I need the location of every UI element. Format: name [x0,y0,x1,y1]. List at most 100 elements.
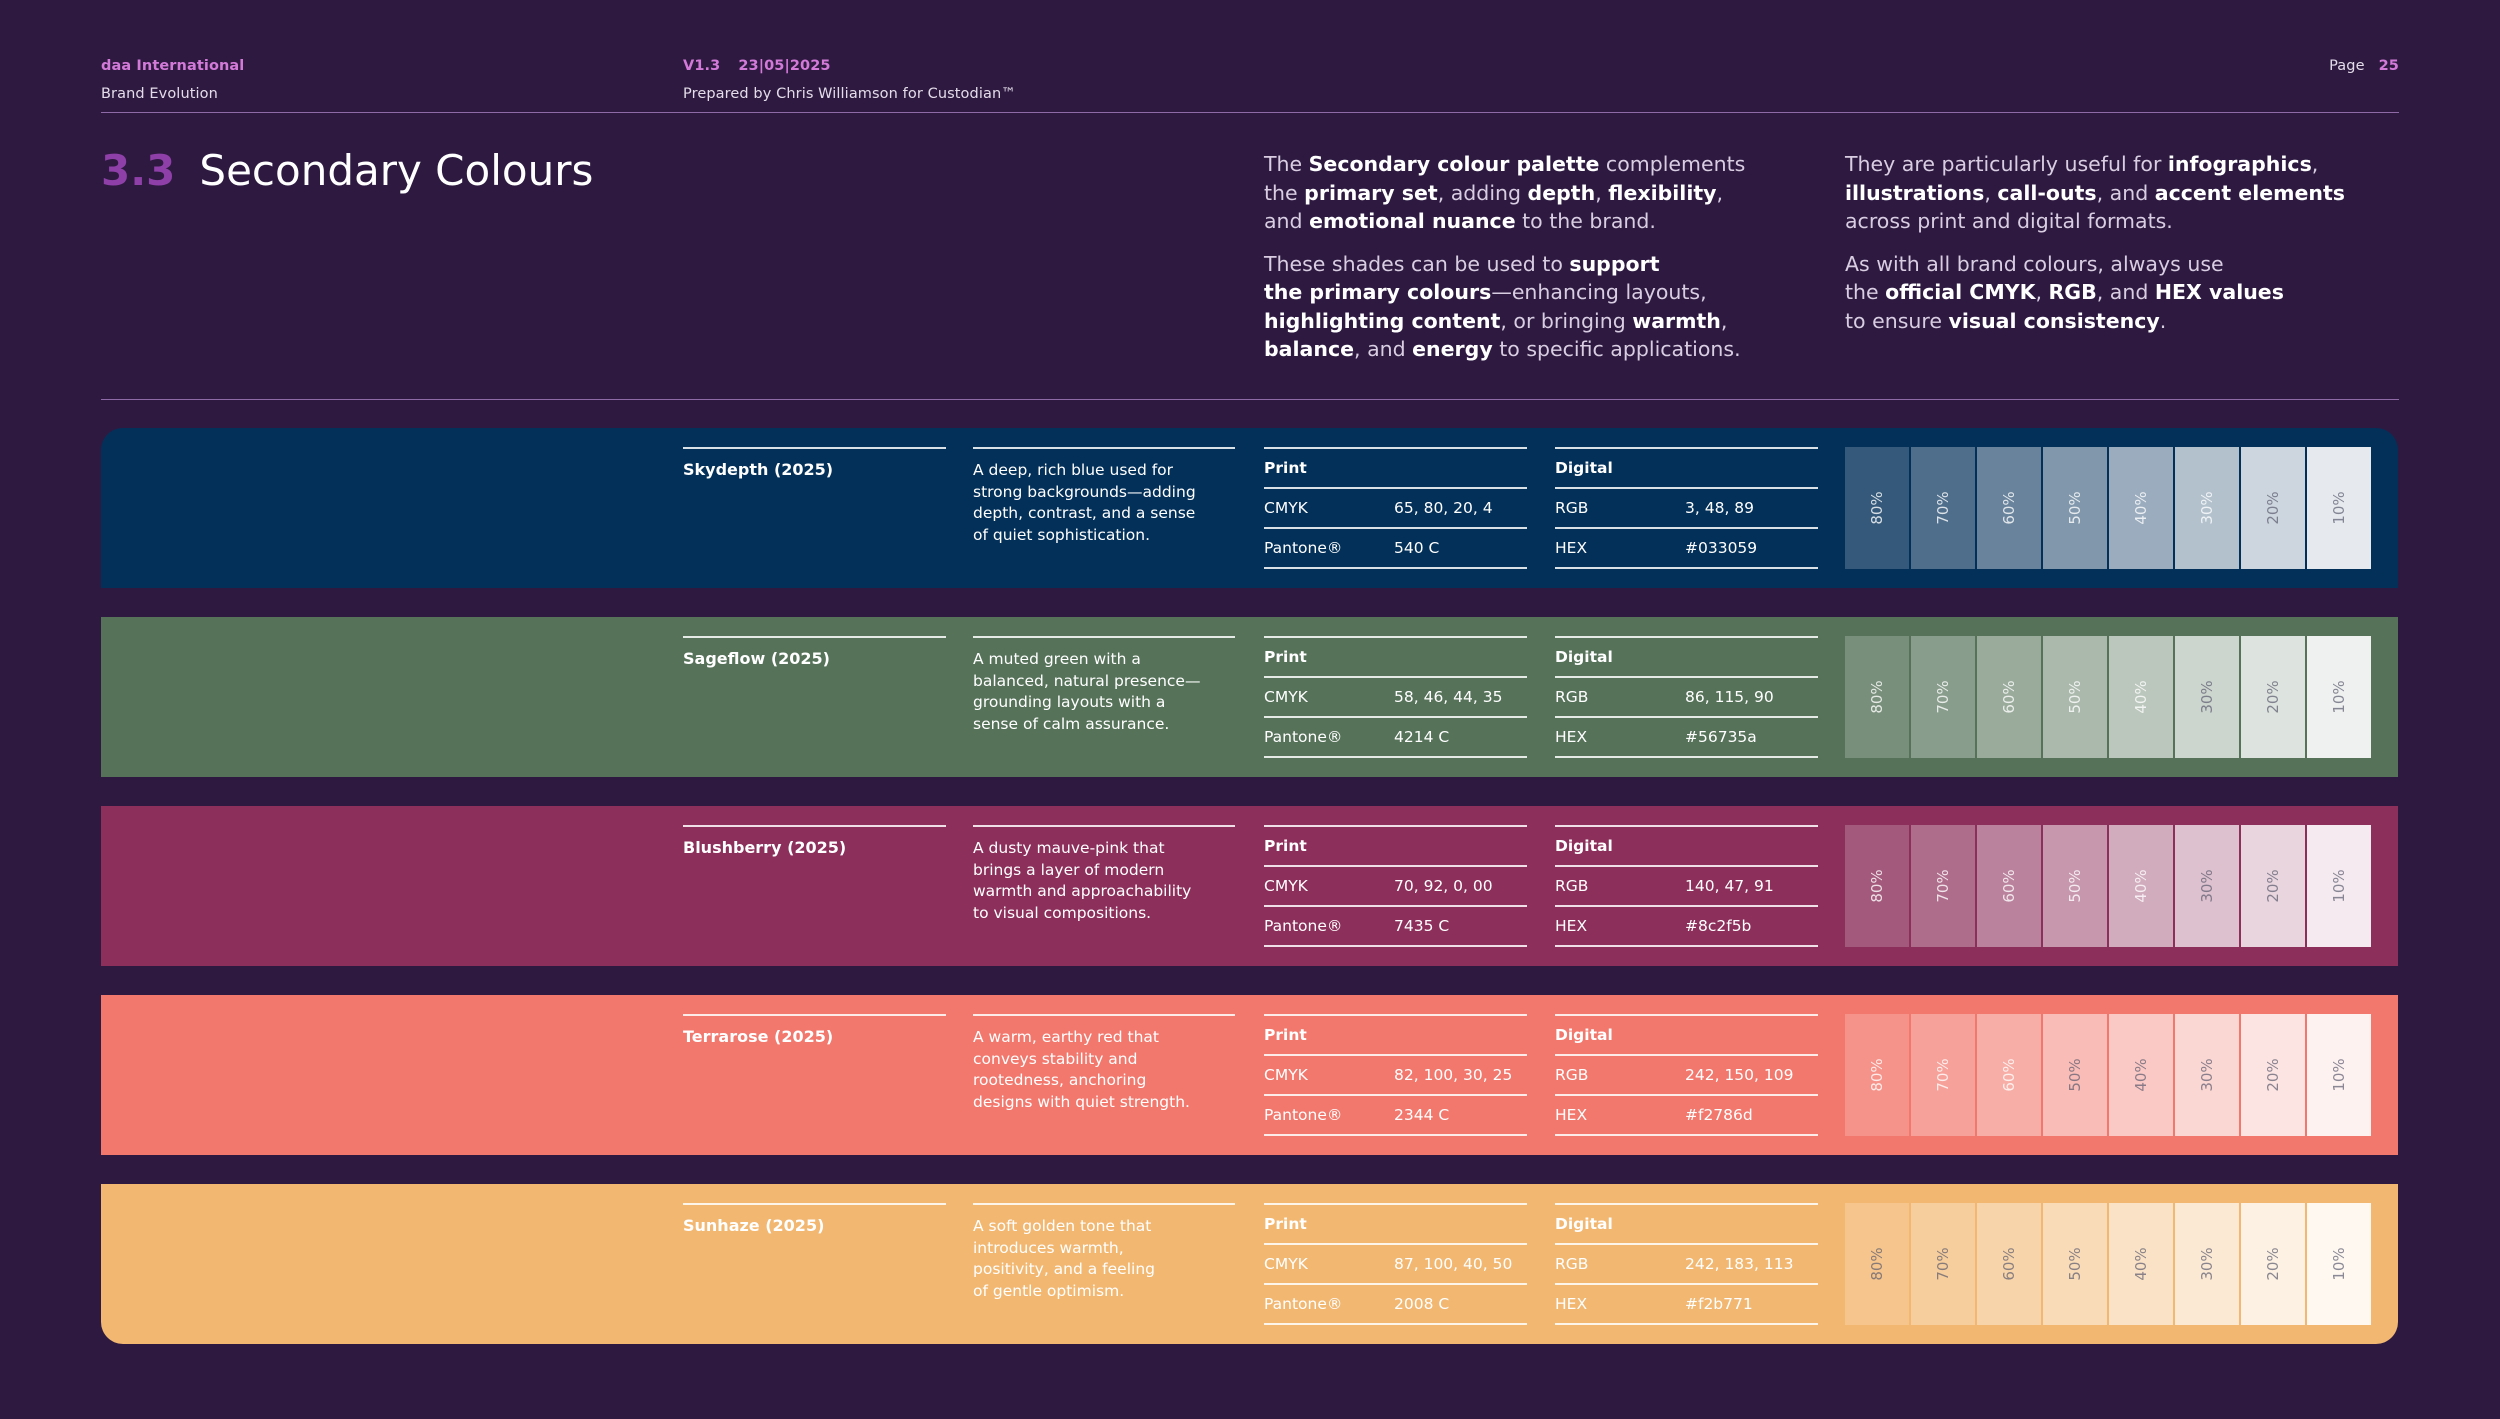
digital-heading-row: Digital [1555,1203,1818,1243]
tint-swatch: 70% [1911,636,1975,758]
spec-row-rgb: RGB 242, 183, 113 [1555,1243,1818,1283]
intro-emphasis: flexibility [1608,180,1717,205]
pantone-label: Pantone® [1264,1295,1343,1313]
pantone-value: 4214 C [1394,728,1450,746]
spec-row-hex: HEX #f2b771 [1555,1283,1818,1325]
tint-strip: 80% 70% 60% 50% 40% 30% 20% 10% [1845,825,2371,947]
tint-label: 70% [1934,680,1952,714]
tint-label: 40% [2132,491,2150,525]
digital-spec-table: Digital RGB 86, 115, 90 HEX #56735a [1555,636,1818,758]
spec-row-hex: HEX #56735a [1555,716,1818,758]
rgb-label: RGB [1555,499,1589,517]
colour-description: A dusty mauve-pink that brings a layer of… [973,825,1235,924]
hex-value: #033059 [1685,539,1758,557]
section-title: Secondary Colours [199,146,594,195]
digital-heading: Digital [1555,837,1613,855]
intro-emphasis: accent elements [2154,180,2345,205]
intro-paragraph: They are particularly useful for infogra… [1845,150,2365,236]
intro-emphasis: visual consistency [1948,308,2160,333]
digital-spec-table: Digital RGB 242, 150, 109 HEX #f2786d [1555,1014,1818,1136]
colour-name: Sunhaze (2025) [683,1203,946,1235]
tint-label: 20% [2264,869,2282,903]
tint-label: 60% [2000,680,2018,714]
cmyk-value: 87, 100, 40, 50 [1394,1255,1513,1273]
cmyk-label: CMYK [1264,499,1308,517]
intro-emphasis: the primary colours [1264,280,1492,304]
tint-label: 80% [1868,869,1886,903]
tint-swatch: 50% [2043,1203,2107,1325]
tint-swatch: 70% [1911,1203,1975,1325]
spec-row-cmyk: CMYK 58, 46, 44, 35 [1264,676,1527,716]
cmyk-label: CMYK [1264,1255,1308,1273]
cmyk-value: 65, 80, 20, 4 [1394,499,1493,517]
spec-row-hex: HEX #8c2f5b [1555,905,1818,947]
page-number: 25 [2378,58,2399,74]
tint-label: 10% [2330,869,2348,903]
intro-text: These shades can be used to [1264,251,1570,276]
tint-swatch: 60% [1977,1014,2041,1136]
spec-row-pantone: Pantone® 2008 C [1264,1283,1527,1325]
cmyk-value: 70, 92, 0, 00 [1394,877,1493,895]
tint-swatch: 10% [2307,447,2371,569]
spec-row-cmyk: CMYK 82, 100, 30, 25 [1264,1054,1527,1094]
intro-emphasis: depth [1527,180,1596,205]
header-company-block: daa International Brand Evolution [101,58,244,102]
print-heading-row: Print [1264,825,1527,865]
tint-swatch: 40% [2109,636,2173,758]
intro-text: , [1716,180,1724,205]
rgb-label: RGB [1555,688,1589,706]
tint-swatch: 80% [1845,1203,1909,1325]
document-subtitle: Brand Evolution [101,86,218,102]
intro-text: the [1845,280,1886,304]
cmyk-label: CMYK [1264,877,1308,895]
cmyk-value: 58, 46, 44, 35 [1394,688,1503,706]
header-version-block: V1.3 23|05|2025 Prepared by Chris William… [683,58,1016,102]
tint-swatch: 10% [2307,1014,2371,1136]
colour-band: Skydepth (2025) A deep, rich blue used fo… [101,428,2398,588]
tint-swatch: 40% [2109,1014,2173,1136]
tint-strip: 80% 70% 60% 50% 40% 30% 20% 10% [1845,1203,2371,1325]
pantone-label: Pantone® [1264,1106,1343,1124]
hex-label: HEX [1555,1106,1588,1124]
tint-label: 80% [1868,680,1886,714]
intro-text: The [1264,152,1309,176]
intro-emphasis: warmth [1632,308,1721,333]
tint-swatch: 30% [2175,825,2239,947]
tint-label: 30% [2198,1058,2216,1092]
spec-row-hex: HEX #f2786d [1555,1094,1818,1136]
intro-text: , [2035,280,2049,304]
colour-name: Terrarose (2025) [683,1014,946,1046]
cmyk-label: CMYK [1264,1066,1308,1084]
digital-spec-table: Digital RGB 140, 47, 91 HEX #8c2f5b [1555,825,1818,947]
digital-heading-row: Digital [1555,636,1818,676]
rgb-value: 242, 183, 113 [1685,1255,1794,1273]
tint-swatch: 80% [1845,447,1909,569]
intro-text: , and [2096,180,2155,205]
print-heading-row: Print [1264,1014,1527,1054]
version-label: V1.3 [683,58,721,74]
intro-text: , and [1354,337,1413,361]
rgb-value: 3, 48, 89 [1685,499,1755,517]
colour-band: Blushberry (2025) A dusty mauve-pink that… [101,806,2398,966]
tint-label: 30% [2198,680,2216,714]
intro-text: They are particularly useful for [1845,152,2168,176]
section-divider [101,399,2399,400]
tint-swatch: 20% [2241,1203,2305,1325]
hex-label: HEX [1555,728,1588,746]
tint-label: 10% [2330,491,2348,525]
intro-column-2: They are particularly useful for infogra… [1845,150,2365,349]
tint-label: 80% [1868,1247,1886,1281]
spec-row-cmyk: CMYK 65, 80, 20, 4 [1264,487,1527,527]
intro-text: , [1720,308,1728,333]
spec-row-hex: HEX #033059 [1555,527,1818,569]
pantone-value: 7435 C [1394,917,1450,935]
intro-text: and [1264,209,1310,233]
tint-swatch: 60% [1977,825,2041,947]
intro-text: , [2311,152,2319,176]
intro-paragraph: These shades can be used to support the p… [1264,250,1784,364]
intro-emphasis: support [1569,251,1660,276]
tint-swatch: 80% [1845,636,1909,758]
tint-label: 70% [1934,491,1952,525]
print-heading-row: Print [1264,447,1527,487]
tint-label: 40% [2132,1247,2150,1281]
